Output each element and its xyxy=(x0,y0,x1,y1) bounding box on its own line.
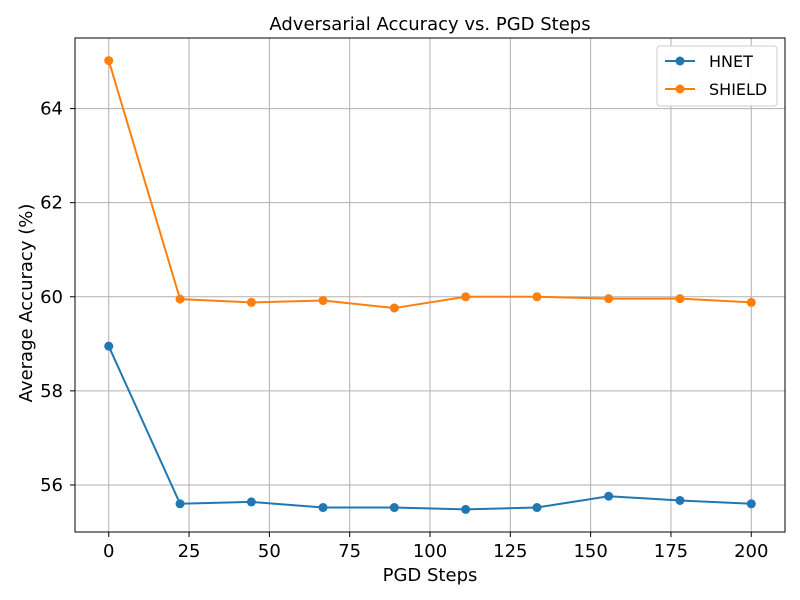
y-tick-label: 56 xyxy=(40,475,63,496)
shield-data-point xyxy=(246,297,256,307)
x-tick-label: 50 xyxy=(258,541,281,562)
shield-data-point xyxy=(461,292,471,302)
shield-data-point xyxy=(318,296,328,306)
hnet-data-point xyxy=(675,495,685,505)
legend: HNET SHIELD xyxy=(656,45,778,107)
hnet-data-point xyxy=(389,503,399,513)
shield-legend-label: SHIELD xyxy=(709,80,767,99)
shield-data-point xyxy=(604,294,614,304)
axis-ticks: 0 25 50 75 100 125 150 175 200 56 58 60 62 64 xyxy=(40,99,768,562)
x-axis-title: PGD Steps xyxy=(383,565,478,586)
hnet-data-point xyxy=(246,497,256,507)
grid xyxy=(75,38,785,532)
hnet-data-point xyxy=(104,341,114,351)
y-tick-label: 62 xyxy=(40,193,63,214)
hnet-legend-marker xyxy=(675,56,685,66)
shield-data-point xyxy=(746,297,756,307)
shield-data-point xyxy=(389,303,399,313)
x-tick-label: 25 xyxy=(178,541,201,562)
hnet-data-point xyxy=(318,503,328,513)
x-tick-label: 75 xyxy=(338,541,361,562)
hnet-data-point xyxy=(175,499,185,509)
x-tick-label: 175 xyxy=(654,541,688,562)
hnet-data-point xyxy=(532,503,542,513)
shield-series-line xyxy=(107,60,752,310)
hnet-series-line xyxy=(107,345,752,511)
x-tick-label: 125 xyxy=(493,541,527,562)
y-tick-label: 60 xyxy=(40,287,63,308)
shield-data-point xyxy=(532,292,542,302)
x-tick-label: 0 xyxy=(103,541,114,562)
shield-data-point xyxy=(675,294,685,304)
y-tick-label: 58 xyxy=(40,381,63,402)
x-tick-label: 150 xyxy=(573,541,607,562)
x-tick-label: 100 xyxy=(413,541,447,562)
hnet-data-point xyxy=(604,491,614,501)
x-tick-label: 200 xyxy=(734,541,768,562)
shield-data-point xyxy=(104,56,114,66)
shield-legend-marker xyxy=(675,84,685,94)
hnet-data-point xyxy=(461,504,471,514)
chart-title: Adversarial Accuracy vs. PGD Steps xyxy=(269,14,590,35)
hnet-data-point xyxy=(746,499,756,509)
y-axis-title: Average Accuracy (%) xyxy=(16,204,37,403)
hnet-legend-label: HNET xyxy=(709,52,753,71)
y-tick-label: 64 xyxy=(40,99,63,120)
shield-data-point xyxy=(175,294,185,304)
series-layer xyxy=(104,56,756,514)
